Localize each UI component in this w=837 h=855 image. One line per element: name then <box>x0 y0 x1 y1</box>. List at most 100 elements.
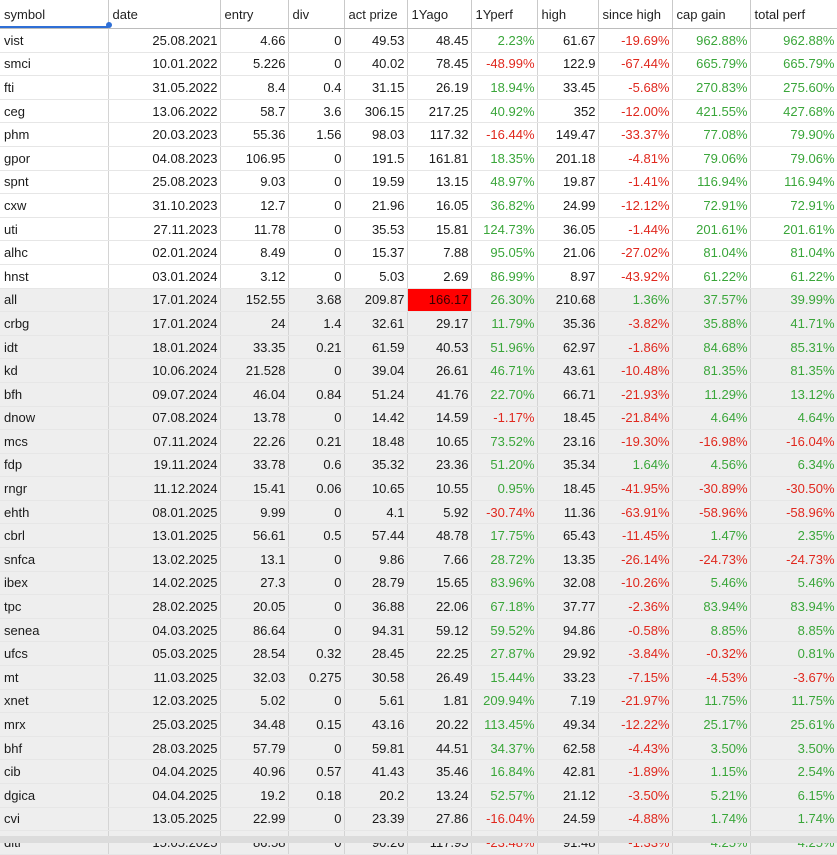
cell-since-high[interactable]: -1.89% <box>598 759 673 784</box>
cell-act-prize[interactable]: 49.53 <box>344 28 408 53</box>
cell-1yperf[interactable]: -16.04% <box>471 807 538 832</box>
cell-date[interactable]: 10.06.2024 <box>108 358 221 383</box>
cell-symbol[interactable]: alhc <box>0 240 109 265</box>
cell-entry[interactable]: 3.12 <box>220 264 289 289</box>
cell-div[interactable]: 0.15 <box>288 712 345 737</box>
cell-symbol[interactable]: vist <box>0 28 109 53</box>
cell-1yperf[interactable]: 36.82% <box>471 193 538 218</box>
cell-entry[interactable]: 13.1 <box>220 547 289 572</box>
cell-high[interactable]: 23.16 <box>537 429 599 454</box>
cell-high[interactable]: 33.45 <box>537 75 599 100</box>
cell-date[interactable]: 13.05.2025 <box>108 807 221 832</box>
cell-div[interactable]: 0 <box>288 28 345 53</box>
cell-symbol[interactable]: idt <box>0 335 109 360</box>
cell-total-perf[interactable]: 116.94% <box>750 170 837 195</box>
cell-cap-gain[interactable]: 84.68% <box>672 335 751 360</box>
cell-act-prize[interactable]: 28.79 <box>344 571 408 596</box>
cell-1yago[interactable]: 27.86 <box>407 807 472 832</box>
cell-date[interactable]: 08.01.2025 <box>108 500 221 525</box>
cell-cap-gain[interactable]: 72.91% <box>672 193 751 218</box>
cell-since-high[interactable]: -1.41% <box>598 170 673 195</box>
cell-div[interactable]: 0.4 <box>288 75 345 100</box>
cell-act-prize[interactable]: 35.53 <box>344 217 408 242</box>
cell-high[interactable]: 62.97 <box>537 335 599 360</box>
cell-high[interactable]: 19.87 <box>537 170 599 195</box>
cell-date[interactable]: 07.08.2024 <box>108 406 221 431</box>
cell-cap-gain[interactable]: -30.89% <box>672 476 751 501</box>
cell-symbol[interactable]: ehth <box>0 500 109 525</box>
cell-1yago[interactable]: 26.49 <box>407 665 472 690</box>
cell-cap-gain[interactable]: -24.73% <box>672 547 751 572</box>
cell-act-prize[interactable]: 9.86 <box>344 547 408 572</box>
cell-1yperf[interactable]: 40.92% <box>471 99 538 124</box>
cell-div[interactable]: 0 <box>288 52 345 77</box>
cell-entry[interactable]: 86.64 <box>220 618 289 643</box>
cell-since-high[interactable]: 1.36% <box>598 288 673 313</box>
cell-symbol[interactable]: bfh <box>0 382 109 407</box>
cell-date[interactable]: 19.11.2024 <box>108 453 221 478</box>
cell-act-prize[interactable]: 23.39 <box>344 807 408 832</box>
cell-entry[interactable]: 22.26 <box>220 429 289 454</box>
cell-cap-gain[interactable]: 116.94% <box>672 170 751 195</box>
cell-div[interactable]: 3.6 <box>288 99 345 124</box>
cell-since-high[interactable]: -21.97% <box>598 689 673 714</box>
cell-high[interactable]: 18.45 <box>537 406 599 431</box>
cell-cap-gain[interactable]: 83.94% <box>672 594 751 619</box>
cell-div[interactable]: 0.32 <box>288 641 345 667</box>
cell-symbol[interactable]: cxw <box>0 193 109 218</box>
cell-entry[interactable]: 33.78 <box>220 453 289 478</box>
cell-1yperf[interactable]: 209.94% <box>471 689 538 714</box>
cell-div[interactable]: 0 <box>288 618 345 643</box>
cell-act-prize[interactable]: 10.65 <box>344 476 408 501</box>
cell-1yperf[interactable]: 18.35% <box>471 146 538 171</box>
cell-total-perf[interactable]: 8.85% <box>750 618 837 643</box>
cell-date[interactable]: 03.01.2024 <box>108 264 221 289</box>
cell-div[interactable]: 0 <box>288 264 345 289</box>
cell-1yago[interactable]: 20.22 <box>407 712 472 737</box>
cell-1yago[interactable]: 7.66 <box>407 547 472 572</box>
cell-entry[interactable]: 9.99 <box>220 500 289 525</box>
cell-high[interactable]: 35.34 <box>537 453 599 478</box>
cell-since-high[interactable]: -19.69% <box>598 28 673 53</box>
cell-cap-gain[interactable]: 270.83% <box>672 75 751 100</box>
cell-act-prize[interactable]: 14.42 <box>344 406 408 431</box>
cell-symbol[interactable]: phm <box>0 122 109 147</box>
header-symbol[interactable]: symbol <box>0 0 109 29</box>
cell-entry[interactable]: 46.04 <box>220 382 289 407</box>
cell-div[interactable]: 0.18 <box>288 783 345 808</box>
cell-entry[interactable]: 13.78 <box>220 406 289 431</box>
cell-date[interactable]: 07.11.2024 <box>108 429 221 454</box>
cell-total-perf[interactable]: 6.34% <box>750 453 837 478</box>
cell-1yperf[interactable]: 124.73% <box>471 217 538 242</box>
cell-1yago[interactable]: 10.65 <box>407 429 472 454</box>
cell-high[interactable]: 42.81 <box>537 759 599 784</box>
header-date[interactable]: date <box>108 0 221 29</box>
cell-date[interactable]: 13.02.2025 <box>108 547 221 572</box>
cell-entry[interactable]: 4.66 <box>220 28 289 53</box>
cell-since-high[interactable]: 1.64% <box>598 453 673 478</box>
cell-since-high[interactable]: -19.30% <box>598 429 673 454</box>
cell-since-high[interactable]: -21.84% <box>598 406 673 431</box>
cell-div[interactable]: 3.68 <box>288 288 345 313</box>
cell-symbol[interactable]: senea <box>0 618 109 643</box>
cell-date[interactable]: 25.08.2023 <box>108 170 221 195</box>
cell-since-high[interactable]: -2.36% <box>598 594 673 619</box>
cell-since-high[interactable]: -67.44% <box>598 52 673 77</box>
cell-since-high[interactable]: -63.91% <box>598 500 673 525</box>
cell-cap-gain[interactable]: 1.15% <box>672 759 751 784</box>
cell-act-prize[interactable]: 31.15 <box>344 75 408 100</box>
cell-total-perf[interactable]: -24.73% <box>750 547 837 572</box>
cell-total-perf[interactable]: 962.88% <box>750 28 837 53</box>
cell-date[interactable]: 04.04.2025 <box>108 759 221 784</box>
cell-act-prize[interactable]: 19.59 <box>344 170 408 195</box>
cell-symbol[interactable]: cvi <box>0 807 109 832</box>
cell-div[interactable]: 0 <box>288 358 345 383</box>
cell-high[interactable]: 13.35 <box>537 547 599 572</box>
cell-div[interactable]: 0 <box>288 689 345 714</box>
cell-symbol[interactable]: kd <box>0 358 109 383</box>
cell-total-perf[interactable]: 13.12% <box>750 382 837 407</box>
cell-entry[interactable]: 5.226 <box>220 52 289 77</box>
cell-total-perf[interactable]: 83.94% <box>750 594 837 619</box>
cell-cap-gain[interactable]: 79.06% <box>672 146 751 171</box>
cell-since-high[interactable]: -43.92% <box>598 264 673 289</box>
